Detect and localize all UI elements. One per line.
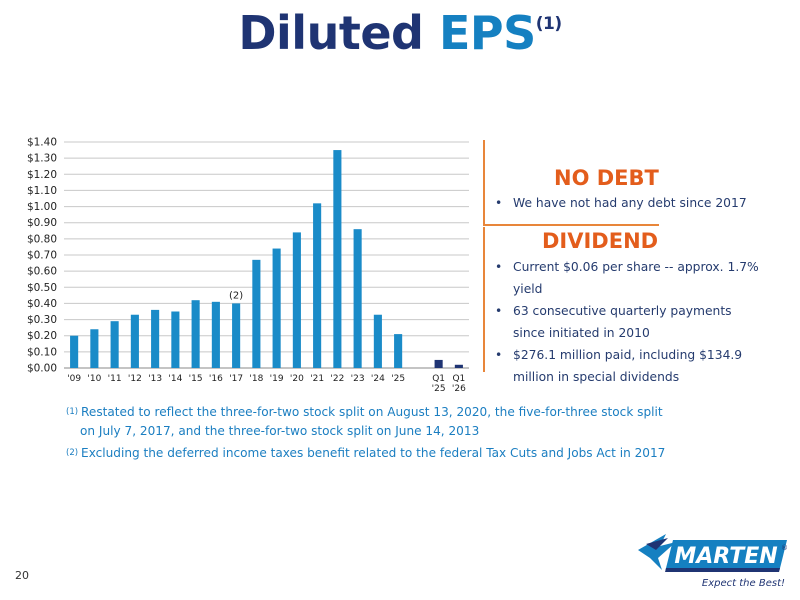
y-tick-label: $1.10 [27,185,57,197]
y-tick-label: $0.40 [27,298,57,310]
y-tick-label: $0.80 [27,233,57,245]
chart-bar [90,329,99,368]
y-tick-label: $0.60 [27,266,57,278]
title-accent: EPS [438,6,536,60]
x-tick-label: '19 [270,374,284,384]
footnote-marker: (1) [66,407,79,417]
logo-banner-stripe [665,568,781,572]
y-tick-label: $0.90 [27,217,57,229]
y-tick-label: $1.00 [27,201,57,213]
logo-tagline: Expect the Best! [702,578,785,589]
x-tick-label: '21 [310,374,324,384]
x-tick-label: '25 [391,374,405,384]
dividend-list: Current $0.06 per share -- approx. 1.7% … [493,256,783,388]
chart-bar [272,248,281,368]
logo-banner [665,540,788,570]
y-tick-label: $0.70 [27,250,57,262]
dividend-bullet: Current $0.06 per share -- approx. 1.7% … [493,256,783,300]
chart-bar [394,334,403,368]
title-main: Diluted [238,6,424,60]
x-tick-label: '18 [249,374,263,384]
footnote-text: on July 7, 2017, and the three-for-two s… [80,424,480,438]
x-tick-label: '20 [290,374,304,384]
no-debt-heading: NO DEBT [554,166,659,190]
x-tick-label: '13 [148,374,162,384]
chart-bar [292,232,301,368]
y-tick-label: $1.40 [27,137,57,149]
footnote-marker: (2) [66,448,79,458]
dividend-bullet: 63 consecutive quarterly payments since … [493,300,763,344]
y-tick-label: $0.10 [27,346,57,358]
chart-bar [434,359,443,368]
x-tick-label: '26 [452,384,466,394]
logo-name: MARTEN [674,544,777,569]
x-tick-label: '17 [229,374,243,384]
x-tick-label: '23 [351,374,365,384]
chart-bar [313,203,322,368]
no-debt-list: We have not had any debt since 2017 [493,192,763,214]
x-tick-label: '11 [108,374,122,384]
x-tick-label: '15 [189,374,203,384]
y-tick-label: $0.50 [27,282,57,294]
y-tick-label: $0.30 [27,314,57,326]
chart-bar [191,300,200,368]
chart-bar [252,259,261,368]
chart-bar [151,309,160,368]
x-tick-label: '14 [168,374,182,384]
eps-bar-chart: $0.00 $0.10 $0.20 $0.30 $0.40 $0.50 $0.60 $0.70… [27,137,469,394]
chart-bar [130,314,139,368]
title-footnote-marker: (1) [535,13,562,34]
footnote-1: (1) Restated to reflect the three-for-two… [66,404,663,440]
y-tick-label: $1.20 [27,169,57,181]
chart-bar [211,301,220,368]
chart-bar [110,321,119,368]
page-title: Diluted EPS(1) [0,6,800,60]
y-tick-label: $0.20 [27,330,57,342]
dividend-bullet: $276.1 million paid, including $134.9 mi… [493,344,773,388]
chart-bar [454,364,463,368]
chart-bar [171,311,180,368]
footnote-text: Restated to reflect the three-for-two st… [81,405,663,419]
x-tick-label: '16 [209,374,223,384]
x-tick-label: '24 [371,374,385,384]
no-debt-bullet: We have not had any debt since 2017 [493,192,763,214]
x-tick-label: '12 [128,374,142,384]
x-tick-label: '10 [87,374,101,384]
y-tick-label: $0.00 [27,363,57,375]
x-tick-label: Q1 [432,374,445,384]
marten-logo: MARTEN ® Expect the Best! [638,534,788,589]
chart-bar [232,303,241,368]
chart-bar [70,335,79,368]
orange-vertical-divider-bottom [483,227,485,372]
orange-vertical-divider-top [483,140,485,224]
chart-bar [353,229,362,368]
footnote-2: (2) Excluding the deferred income taxes b… [66,445,665,464]
dividend-heading: DIVIDEND [542,229,659,253]
x-tick-label: '25 [432,384,446,394]
x-tick-label: Q1 [452,374,465,384]
chart-bar [333,150,342,368]
page-number: 20 [15,569,29,582]
airplane-arrow-icon [638,534,676,570]
chart-bar [373,314,382,368]
footnote-text: Excluding the deferred income taxes bene… [81,446,666,460]
y-tick-label: $1.30 [27,153,57,165]
bar-annotation: (2) [229,290,243,301]
x-tick-label: '22 [330,374,344,384]
x-tick-label: '09 [67,374,81,384]
logo-registered: ® [781,544,788,552]
orange-horizontal-divider [483,224,659,226]
